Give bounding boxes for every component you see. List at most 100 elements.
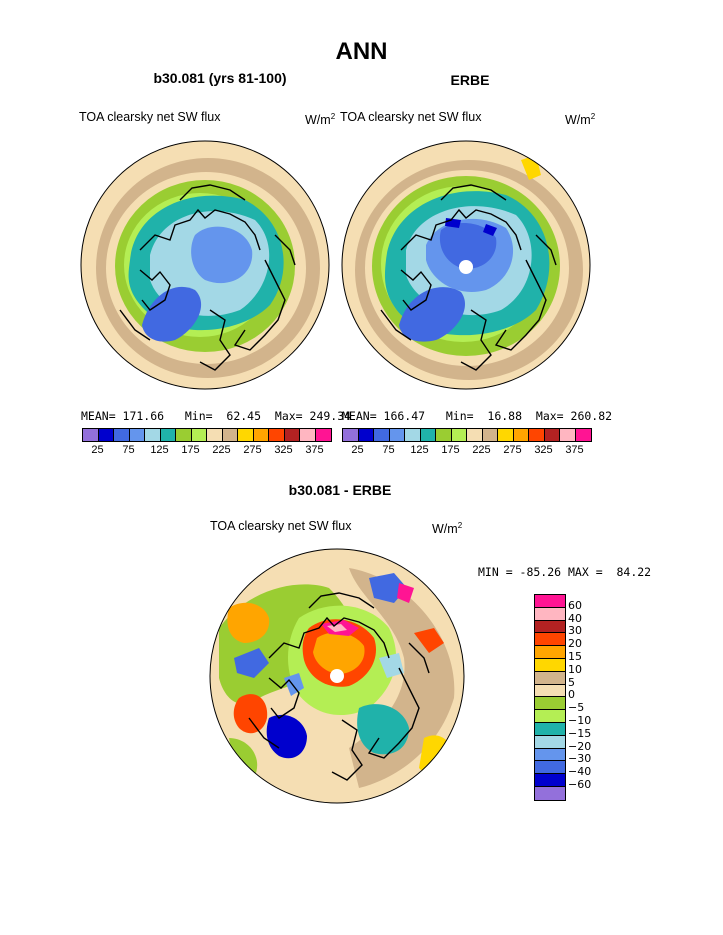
diff-field-label: TOA clearsky net SW flux [210, 519, 352, 533]
left-mean: MEAN= 171.66 [81, 409, 165, 423]
colorbar-cell [451, 429, 467, 441]
colorbar-cell [535, 710, 565, 723]
colorbar-cell [176, 429, 192, 441]
colorbar-cell [160, 429, 176, 441]
colorbar-cell [535, 620, 565, 634]
colorbar-cell [535, 786, 565, 800]
right-polar-map [341, 140, 591, 390]
colorbar-cell [535, 774, 565, 787]
colorbar-tick-label: −20 [568, 739, 592, 753]
colorbar-cell [191, 429, 207, 441]
colorbar-tick-label: 175 [441, 444, 460, 456]
right-panel-title: ERBE [450, 72, 490, 88]
colorbar-cell [467, 429, 483, 441]
colorbar-tick-label: 125 [150, 444, 169, 456]
colorbar-tick-label: 25 [91, 444, 104, 456]
colorbar-tick-label: −15 [568, 726, 592, 740]
colorbar-tick-label: 15 [568, 650, 582, 663]
left-min: Min= 62.45 [184, 409, 262, 423]
colorbar-cell [207, 429, 223, 441]
colorbar-tick-label: 225 [472, 444, 491, 456]
colorbar-tick-label: 375 [565, 444, 584, 456]
colorbar-cell [575, 429, 591, 441]
colorbar-cell [83, 429, 99, 441]
colorbar-cell [343, 429, 359, 441]
colorbar-cell [535, 607, 565, 621]
colorbar-tick-label: 60 [568, 598, 582, 612]
colorbar-tick-label: 125 [410, 444, 429, 456]
colorbar-tick-label: 275 [243, 444, 262, 456]
colorbar-cell [238, 429, 254, 441]
colorbar-tick-label: 375 [305, 444, 324, 456]
colorbar-tick-label: −40 [568, 765, 592, 779]
right-colorbar [342, 428, 592, 442]
colorbar-tick-label: 325 [534, 444, 553, 456]
right-units: W/m2 [565, 112, 596, 128]
colorbar-tick-label: 5 [568, 675, 575, 689]
colorbar-tick-label: −60 [568, 778, 592, 791]
colorbar-cell [535, 658, 565, 672]
colorbar-cell [535, 697, 565, 711]
colorbar-tick-label: 30 [568, 624, 582, 638]
colorbar-tick-label: 75 [122, 444, 135, 456]
right-mean: MEAN= 166.47 [342, 409, 426, 423]
colorbar-cell [145, 429, 161, 441]
left-panel-title: b30.081 (yrs 81-100) [153, 70, 287, 86]
colorbar-tick-label: −30 [568, 752, 592, 766]
left-units: W/m2 [305, 112, 336, 128]
left-field-label: TOA clearsky net SW flux [79, 110, 221, 124]
colorbar-tick-label: 225 [212, 444, 231, 456]
colorbar-tick-label: 40 [568, 611, 582, 625]
colorbar-cell [535, 748, 565, 762]
right-stats: MEAN= 166.47 Min= 16.88 Max= 260.82 [342, 409, 612, 423]
colorbar-tick-label: 75 [382, 444, 395, 456]
colorbar-cell [535, 735, 565, 749]
right-max: Max= 260.82 [535, 409, 613, 423]
colorbar-cell [535, 595, 565, 608]
colorbar-cell [535, 646, 565, 659]
left-max: Max= 249.34 [274, 409, 352, 423]
colorbar-cell [405, 429, 421, 441]
colorbar-cell [513, 429, 529, 441]
colorbar-cell [284, 429, 300, 441]
colorbar-tick-label: 275 [503, 444, 522, 456]
left-colorbar [82, 428, 332, 442]
diff-panel-title: b30.081 - ERBE [288, 482, 392, 498]
diff-minmax: MIN = -85.26 MAX = 84.22 [478, 565, 652, 579]
left-polar-map [80, 140, 330, 390]
diff-colorbar [534, 594, 566, 801]
colorbar-cell [358, 429, 374, 441]
colorbar-cell [482, 429, 498, 441]
diff-units: W/m2 [432, 521, 463, 537]
colorbar-cell [535, 671, 565, 685]
page-title: ANN [335, 38, 388, 65]
right-field-label: TOA clearsky net SW flux [340, 110, 482, 124]
colorbar-cell [560, 429, 576, 441]
colorbar-cell [535, 722, 565, 736]
colorbar-tick-label: 175 [181, 444, 200, 456]
colorbar-cell [498, 429, 514, 441]
colorbar-tick-label: 10 [568, 662, 582, 676]
colorbar-tick-label: −5 [568, 701, 585, 715]
colorbar-cell [269, 429, 285, 441]
colorbar-tick-label: 25 [351, 444, 364, 456]
diff-polar-map [209, 548, 465, 804]
colorbar-cell [129, 429, 145, 441]
colorbar-cell [374, 429, 390, 441]
colorbar-cell [420, 429, 436, 441]
colorbar-cell [389, 429, 405, 441]
colorbar-cell [315, 429, 331, 441]
colorbar-cell [535, 633, 565, 647]
colorbar-cell [253, 429, 269, 441]
colorbar-cell [544, 429, 560, 441]
colorbar-cell [98, 429, 114, 441]
colorbar-cell [436, 429, 452, 441]
colorbar-cell [300, 429, 316, 441]
colorbar-tick-label: 0 [568, 688, 575, 702]
colorbar-cell [529, 429, 545, 441]
colorbar-cell [535, 684, 565, 698]
colorbar-cell [535, 761, 565, 775]
right-min: Min= 16.88 [445, 409, 523, 423]
colorbar-tick-label: 20 [568, 637, 582, 651]
colorbar-cell [114, 429, 130, 441]
